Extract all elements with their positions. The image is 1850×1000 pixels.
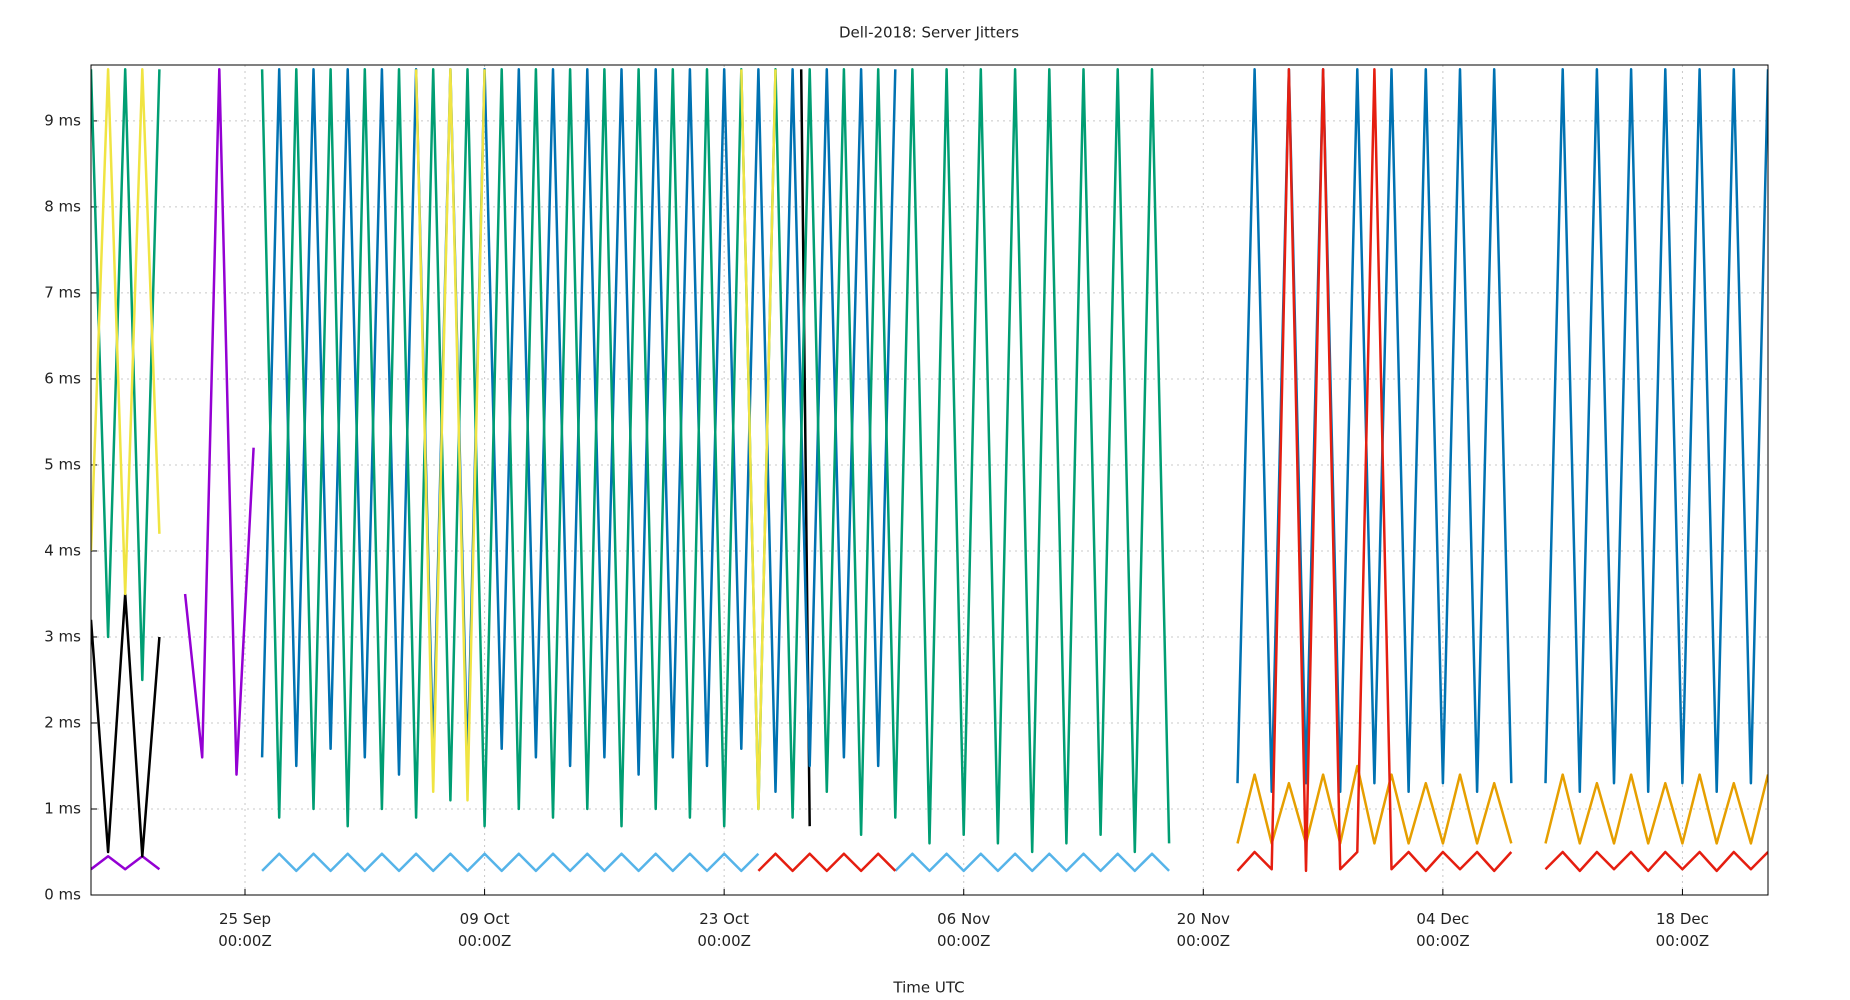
series-line — [91, 69, 811, 858]
y-tick-label: 4 ms — [44, 541, 81, 559]
y-tick-label: 6 ms — [44, 369, 81, 387]
series-line — [261, 852, 1170, 873]
y-tick-label: 8 ms — [44, 197, 81, 215]
x-tick-label: 20 Nov 00:00Z — [1177, 910, 1231, 950]
y-tick-label: 0 ms — [44, 886, 81, 904]
y-tick-label: 7 ms — [44, 283, 81, 301]
y-tick-label: 3 ms — [44, 627, 81, 645]
series-line — [91, 68, 777, 811]
series-line — [91, 68, 255, 871]
y-tick-label: 5 ms — [44, 455, 81, 473]
x-tick-label: 25 Sep 00:00Z — [218, 910, 272, 950]
x-tick-label: 06 Nov 00:00Z — [937, 910, 991, 950]
x-axis-label: Time UTC — [892, 979, 964, 997]
y-tick-label: 2 ms — [44, 713, 81, 731]
series-line — [757, 68, 1768, 873]
plot-area — [91, 68, 1768, 873]
series-line — [91, 68, 1171, 854]
x-tick-label: 18 Dec 00:00Z — [1656, 910, 1710, 950]
y-tick-label: 9 ms — [44, 111, 81, 129]
x-tick-label: 04 Dec 00:00Z — [1416, 910, 1470, 950]
plot-frame — [90, 64, 1769, 896]
y-tick-label: 1 ms — [44, 799, 81, 817]
x-tick-label: 23 Oct 00:00Z — [697, 910, 751, 950]
chart-title: Dell-2018: Server Jitters — [839, 24, 1019, 42]
series-line — [1236, 764, 1768, 845]
x-tick-label: 09 Oct 00:00Z — [458, 910, 512, 950]
